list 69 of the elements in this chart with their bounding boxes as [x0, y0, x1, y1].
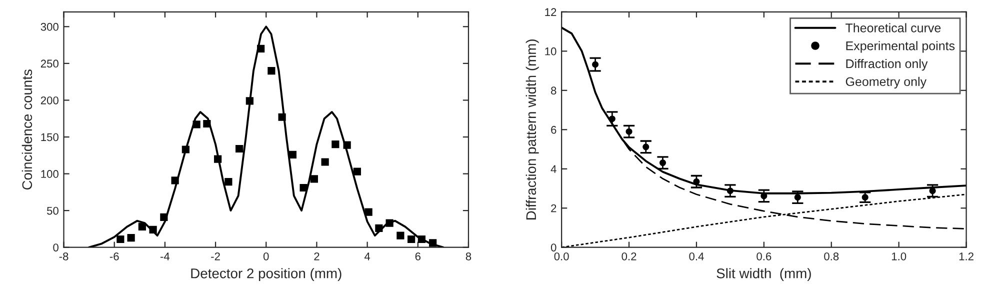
legend-label: Geometry only — [846, 76, 927, 89]
x-tick-label: 0.4 — [689, 252, 704, 260]
y-tick-label: 50 — [46, 206, 58, 215]
legend-label: Theoretical curve — [846, 23, 941, 32]
point — [138, 222, 146, 231]
point — [386, 219, 394, 227]
point — [429, 239, 437, 247]
point — [116, 235, 124, 244]
y-tick-label: 10 — [545, 47, 556, 56]
point — [364, 208, 372, 216]
point — [127, 234, 135, 242]
point — [321, 158, 329, 166]
x-tick-label: -2 — [211, 252, 220, 260]
point — [343, 141, 351, 149]
point — [160, 213, 168, 221]
point — [236, 144, 244, 153]
point — [268, 66, 276, 75]
y-axis-title: Diffraction pattern width (mm) — [526, 40, 539, 220]
x-tick-label: 1.0 — [892, 252, 906, 260]
point — [408, 235, 416, 244]
y-tick-label: 250 — [40, 60, 58, 68]
point — [203, 120, 211, 128]
point — [375, 224, 383, 232]
point — [182, 146, 190, 154]
point — [288, 150, 296, 158]
x-tick-label: -8 — [59, 252, 68, 260]
y-tick-label: 150 — [41, 133, 58, 142]
legend-label: Experimental points — [846, 41, 955, 53]
y-axis-title: Coincidence counts — [22, 70, 32, 190]
point — [214, 155, 222, 163]
y-tick-label: 100 — [41, 170, 58, 178]
x-tick-label: 0.8 — [824, 252, 839, 260]
point — [278, 113, 286, 121]
y-tick-label: 300 — [40, 22, 58, 31]
x-tick-label: -6 — [110, 252, 119, 260]
point — [149, 226, 157, 234]
point — [246, 97, 254, 105]
y-tick-label: 12 — [545, 8, 556, 16]
x-tick-label: 4 — [364, 252, 370, 260]
x-axis-title: Slit width (mm) — [716, 268, 811, 282]
y-tick-label: 0 — [550, 244, 556, 252]
point — [300, 184, 308, 192]
point — [192, 120, 200, 128]
x-axis-title: Detector 2 position (mm) — [191, 268, 342, 282]
point — [332, 140, 340, 148]
x-tick-label: 8 — [466, 252, 472, 260]
x-tick-label: 1.2 — [959, 252, 974, 260]
y-tick-label: 4 — [550, 165, 556, 173]
y-tick-label: 2 — [551, 204, 556, 212]
x-tick-label: 6 — [415, 252, 420, 260]
point — [396, 232, 404, 240]
y-tick-label: 0 — [53, 244, 58, 252]
point — [224, 178, 232, 186]
point — [171, 176, 179, 184]
point — [310, 175, 318, 183]
x-tick-label: -4 — [160, 252, 170, 260]
legend-label: Diffraction only — [846, 58, 928, 71]
y-tick-label: 6 — [551, 126, 556, 134]
line-series — [88, 26, 444, 248]
x-tick-label: 2 — [314, 252, 320, 260]
x-tick-label: 0.6 — [756, 252, 772, 260]
point — [418, 235, 426, 244]
x-tick-label: 0.2 — [622, 252, 636, 260]
point — [353, 168, 361, 176]
y-tick-label: 8 — [551, 86, 556, 95]
x-tick-label: 0.0 — [554, 252, 569, 260]
point — [257, 44, 265, 53]
x-tick-label: 0 — [263, 252, 269, 260]
y-tick-label: 200 — [40, 96, 58, 104]
